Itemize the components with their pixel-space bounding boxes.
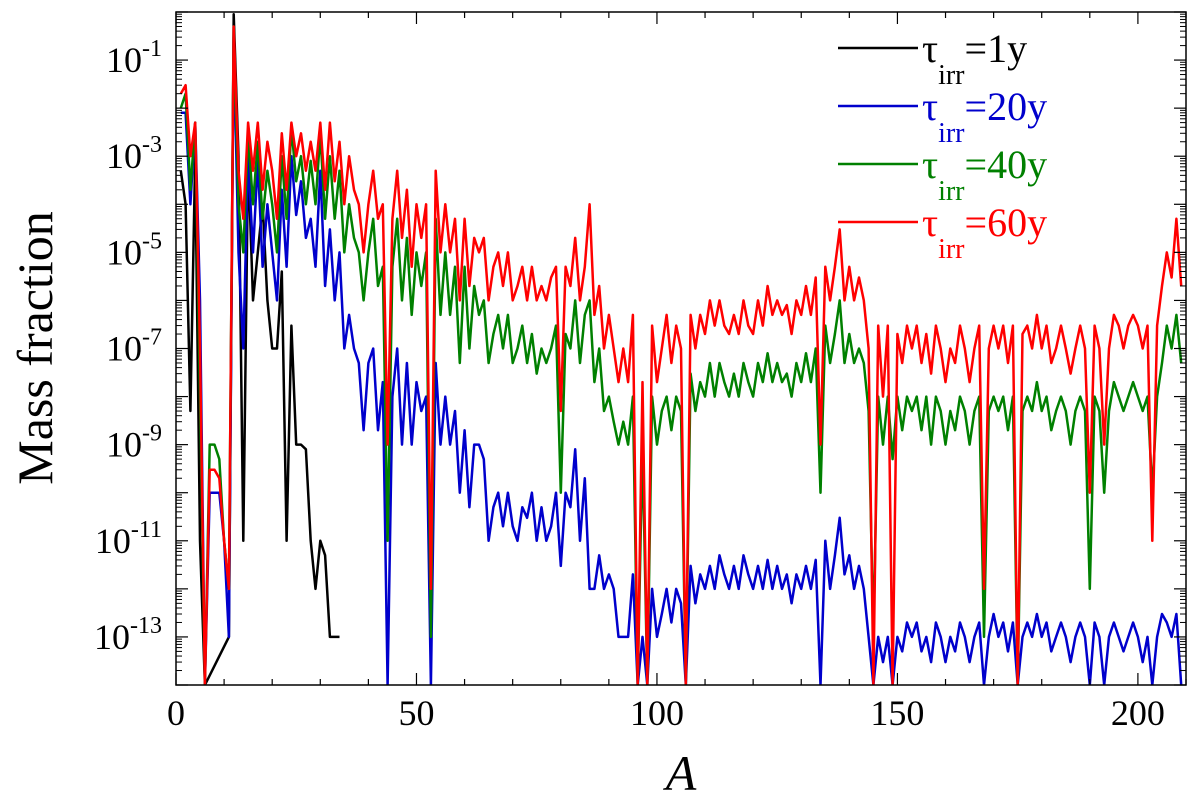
x-tick-label: 50 <box>398 693 434 733</box>
y-axis-label: Mass fraction <box>7 211 63 485</box>
x-tick-label: 200 <box>1111 693 1165 733</box>
legend-label-2: τirr=20y <box>922 84 1047 149</box>
legend-label-3: τirr=40y <box>922 142 1047 207</box>
y-tick-label: 10-3 <box>106 132 162 176</box>
y-tick-label: 10-7 <box>106 325 162 369</box>
y-tick-label: 10-5 <box>106 228 162 272</box>
axes-layer: 0 50 100 150 200 10-1 10-3 10-5 10-7 10-9 10-11 10-… <box>94 11 1187 733</box>
legend-label-4: τirr=60y <box>922 200 1047 265</box>
y-tick-label: 10-13 <box>94 613 162 657</box>
series-line-2 <box>180 35 1183 685</box>
legend-label-1: τirr=1y <box>922 26 1027 91</box>
x-axis-label: A <box>663 745 697 801</box>
series-layer <box>179 12 1183 685</box>
x-tick-label: 100 <box>630 693 684 733</box>
y-tick-label: 10-1 <box>106 36 162 80</box>
x-tick-label: 150 <box>870 693 924 733</box>
x-tick-label: 0 <box>167 693 185 733</box>
y-tick-label: 10-11 <box>95 517 162 561</box>
y-tick-label: 10-9 <box>106 421 162 465</box>
series-line-4 <box>179 25 1183 685</box>
